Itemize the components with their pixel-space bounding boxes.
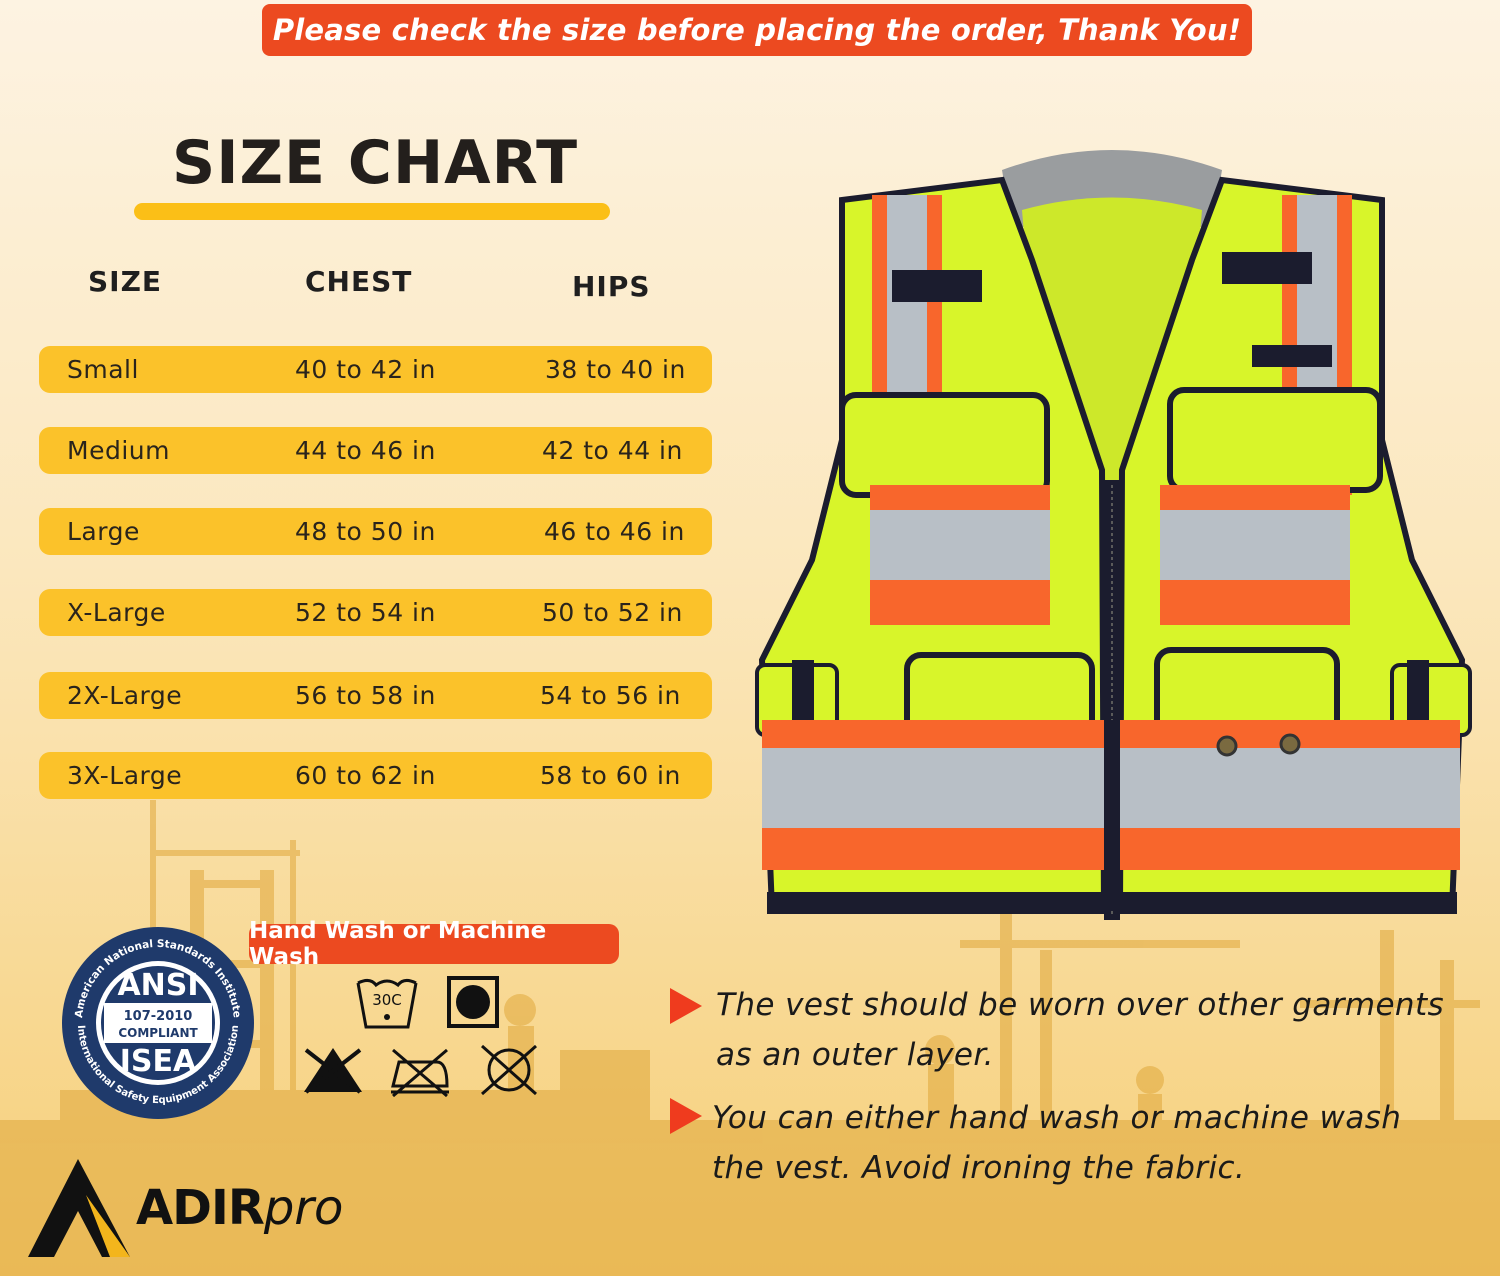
- wash-instructions-label: Hand Wash or Machine Wash: [249, 918, 619, 970]
- brand-name: ADIRpro: [136, 1180, 343, 1236]
- size-cell: 2X-Large: [67, 681, 183, 710]
- size-row-x-large: X-Large 52 to 54 in 50 to 52 in: [39, 589, 712, 636]
- note-1: The vest should be worn over other garme…: [716, 980, 1444, 1080]
- title-underline: [134, 203, 610, 220]
- chest-cell: 40 to 42 in: [295, 355, 436, 384]
- size-cell: Small: [67, 355, 139, 384]
- tumble-dry-icon: [447, 976, 499, 1028]
- hips-cell: 46 to 46 in: [544, 517, 685, 546]
- size-cell: Medium: [67, 436, 170, 465]
- badge-standard: 107-2010: [124, 1009, 193, 1024]
- size-check-banner: Please check the size before placing the…: [262, 4, 1252, 56]
- size-row-medium: Medium 44 to 46 in 42 to 44 in: [39, 427, 712, 474]
- hips-cell: 58 to 60 in: [540, 761, 681, 790]
- chest-cell: 52 to 54 in: [295, 598, 436, 627]
- header-hips: HIPS: [572, 270, 651, 303]
- no-iron-icon: [391, 1048, 449, 1098]
- hips-cell: 42 to 44 in: [542, 436, 683, 465]
- chest-cell: 56 to 58 in: [295, 681, 436, 710]
- hips-cell: 38 to 40 in: [545, 355, 686, 384]
- hips-cell: 50 to 52 in: [542, 598, 683, 627]
- ansi-isea-badge: American National Standards Institute In…: [62, 927, 254, 1119]
- size-cell: Large: [67, 517, 140, 546]
- note-arrow-icon: [670, 1098, 702, 1134]
- size-row-2x-large: 2X-Large 56 to 58 in 54 to 56 in: [39, 672, 712, 719]
- hips-cell: 54 to 56 in: [540, 681, 681, 710]
- no-dry-clean-icon: [481, 1044, 537, 1096]
- header-chest: CHEST: [305, 265, 413, 298]
- adirpro-logo-icon: [28, 1159, 130, 1257]
- note-1-line-1: The vest should be worn over other garme…: [716, 987, 1445, 1023]
- brand-name-light: pro: [263, 1180, 344, 1236]
- banner-text: Please check the size before placing the…: [272, 13, 1242, 47]
- note-2: You can either hand wash or machine wash…: [712, 1093, 1401, 1193]
- note-2-line-2: the vest. Avoid ironing the fabric.: [712, 1150, 1246, 1186]
- wash-label-text: Hand Wash or Machine Wash: [249, 918, 547, 970]
- wash-30c-icon: 30C: [356, 978, 418, 1029]
- badge-compliant: COMPLIANT: [118, 1026, 198, 1040]
- chest-cell: 60 to 62 in: [295, 761, 436, 790]
- no-bleach-icon: [304, 1048, 362, 1094]
- header-size: SIZE: [88, 265, 163, 298]
- size-row-small: Small 40 to 42 in 38 to 40 in: [39, 346, 712, 393]
- size-chart-title: SIZE CHART: [172, 128, 579, 198]
- brand-name-bold: ADIR: [136, 1180, 265, 1236]
- note-2-line-1: You can either hand wash or machine wash: [712, 1100, 1402, 1136]
- badge-ansi: ANSI: [117, 968, 198, 1003]
- note-arrow-icon: [670, 988, 702, 1024]
- chest-cell: 44 to 46 in: [295, 436, 436, 465]
- note-1-line-2: as an outer layer.: [716, 1037, 994, 1073]
- size-cell: 3X-Large: [67, 761, 183, 790]
- safety-vest-image: [755, 150, 1472, 920]
- badge-isea: ISEA: [120, 1044, 197, 1079]
- chest-cell: 48 to 50 in: [295, 517, 436, 546]
- size-row-large: Large 48 to 50 in 46 to 46 in: [39, 508, 712, 555]
- size-cell: X-Large: [67, 598, 166, 627]
- wash-temp-text: 30C: [372, 991, 402, 1009]
- size-row-3x-large: 3X-Large 60 to 62 in 58 to 60 in: [39, 752, 712, 799]
